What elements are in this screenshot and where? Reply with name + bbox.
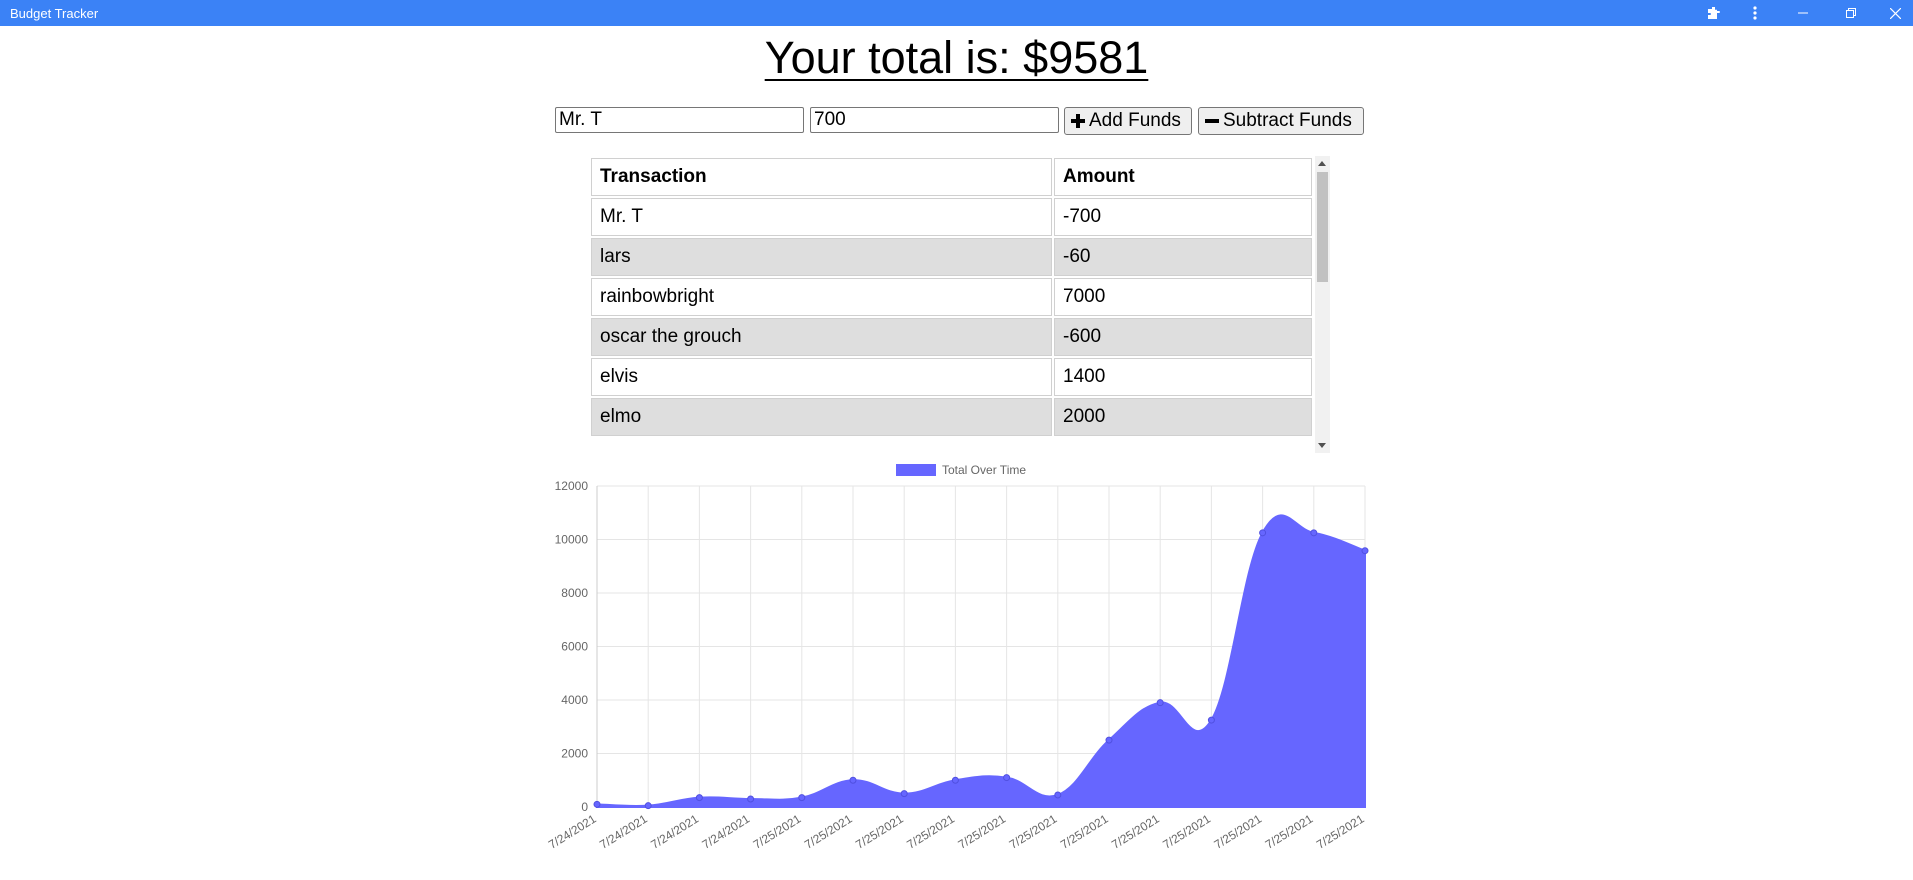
data-point (1361, 547, 1369, 555)
data-point (1054, 791, 1062, 799)
row-amount: -700 (1054, 198, 1312, 236)
add-funds-button[interactable]: Add Funds (1064, 107, 1192, 135)
x-tick-label: 7/24/2021 (648, 812, 701, 852)
data-point (593, 800, 601, 808)
data-point (1105, 736, 1113, 744)
table-row: oscar the grouch -600 (591, 318, 1312, 356)
header-transaction: Transaction (591, 158, 1052, 196)
total-over-time-chart: 0200040006000800010000120007/24/20217/24… (546, 463, 1369, 852)
x-tick-label: 7/25/2021 (955, 812, 1008, 852)
x-tick-label: 7/25/2021 (1109, 812, 1162, 852)
table-scrollbar[interactable] (1315, 156, 1330, 453)
plus-icon (1071, 114, 1085, 128)
row-name: rainbowbright (591, 278, 1052, 316)
close-icon[interactable] (1877, 0, 1913, 26)
puzzle-icon[interactable] (1696, 0, 1732, 26)
x-tick-label: 7/24/2021 (546, 812, 599, 852)
data-point (951, 776, 959, 784)
table-header-row: Transaction Amount (591, 158, 1312, 196)
data-point (747, 795, 755, 803)
header-amount: Amount (1054, 158, 1312, 196)
data-point (1207, 716, 1215, 724)
legend-swatch (896, 464, 936, 476)
row-amount: 1400 (1054, 358, 1312, 396)
row-amount: 2000 (1054, 398, 1312, 436)
subtract-funds-label: Subtract Funds (1223, 110, 1352, 131)
data-point (1310, 529, 1318, 537)
y-tick-label: 12000 (555, 479, 589, 493)
add-funds-label: Add Funds (1089, 110, 1181, 131)
row-name: elmo (591, 398, 1052, 436)
table-row: rainbowbright 7000 (591, 278, 1312, 316)
transaction-amount-input[interactable] (810, 107, 1059, 133)
x-tick-label: 7/25/2021 (1263, 812, 1316, 852)
data-point (1156, 699, 1164, 707)
x-tick-label: 7/25/2021 (1058, 812, 1111, 852)
row-name: oscar the grouch (591, 318, 1052, 356)
x-tick-label: 7/25/2021 (1007, 812, 1060, 852)
row-amount: 7000 (1054, 278, 1312, 316)
data-point (900, 790, 908, 798)
data-point (798, 794, 806, 802)
transactions-table: Transaction Amount Mr. T -700 lars -60 r… (589, 156, 1314, 438)
x-tick-label: 7/24/2021 (699, 812, 752, 852)
x-tick-label: 7/25/2021 (802, 812, 855, 852)
minus-icon (1205, 119, 1219, 123)
scroll-up-arrow-icon[interactable] (1318, 161, 1326, 166)
subtract-funds-button[interactable]: Subtract Funds (1198, 107, 1364, 135)
row-amount: -60 (1054, 238, 1312, 276)
page-title: Your total is: $9581 (0, 30, 1913, 86)
scroll-down-arrow-icon[interactable] (1318, 443, 1326, 448)
data-point (1003, 774, 1011, 782)
data-point (849, 776, 857, 784)
window-title: Budget Tracker (10, 6, 99, 21)
table-row: Mr. T -700 (591, 198, 1312, 236)
more-vert-icon[interactable] (1737, 0, 1773, 26)
transactions-table-container[interactable]: Transaction Amount Mr. T -700 lars -60 r… (589, 156, 1330, 453)
data-point (644, 802, 652, 810)
y-tick-label: 8000 (561, 586, 588, 600)
y-tick-label: 4000 (561, 693, 588, 707)
y-tick-label: 10000 (555, 533, 589, 547)
data-point (1259, 529, 1267, 537)
scrollbar-thumb[interactable] (1317, 172, 1328, 282)
legend-label: Total Over Time (942, 463, 1026, 477)
transaction-name-input[interactable] (555, 107, 804, 133)
total-text: Your total is: $9581 (764, 32, 1149, 83)
y-tick-label: 6000 (561, 640, 588, 654)
table-row: elvis 1400 (591, 358, 1312, 396)
row-name: Mr. T (591, 198, 1052, 236)
row-amount: -600 (1054, 318, 1312, 356)
table-row: lars -60 (591, 238, 1312, 276)
x-tick-label: 7/25/2021 (904, 812, 957, 852)
table-row: elmo 2000 (591, 398, 1312, 436)
x-tick-label: 7/25/2021 (751, 812, 804, 852)
minimize-icon[interactable] (1785, 0, 1821, 26)
x-tick-label: 7/25/2021 (1160, 812, 1213, 852)
restore-icon[interactable] (1833, 0, 1869, 26)
row-name: elvis (591, 358, 1052, 396)
x-tick-label: 7/25/2021 (1211, 812, 1264, 852)
title-bar: Budget Tracker (0, 0, 1913, 26)
y-tick-label: 0 (581, 800, 588, 814)
x-tick-label: 7/24/2021 (597, 812, 650, 852)
x-tick-label: 7/25/2021 (853, 812, 906, 852)
row-name: lars (591, 238, 1052, 276)
data-point (695, 794, 703, 802)
series-area (596, 514, 1366, 808)
x-tick-label: 7/25/2021 (1314, 812, 1367, 852)
y-tick-label: 2000 (561, 747, 588, 761)
